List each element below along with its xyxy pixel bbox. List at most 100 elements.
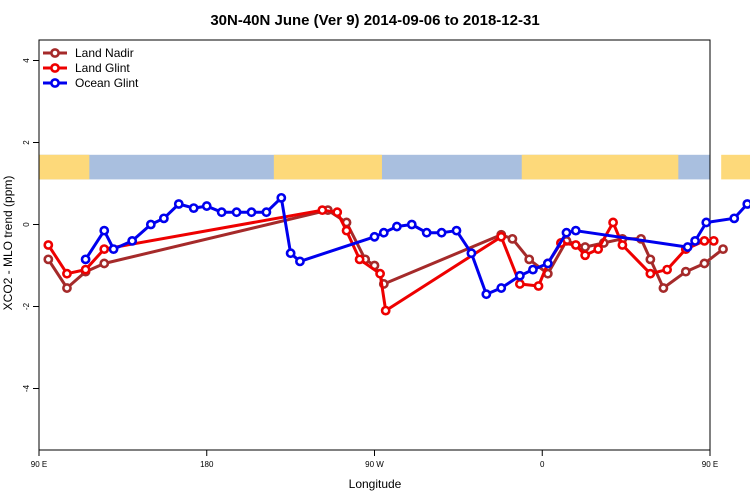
data-point-land-glint — [62, 268, 72, 279]
y-tick-label: 2 — [22, 140, 31, 145]
y-tick-label: -4 — [22, 384, 31, 392]
data-point-land-glint — [332, 207, 343, 218]
data-point-ocean-glint — [108, 244, 119, 254]
data-point-land-glint — [380, 305, 391, 316]
data-point-ocean-glint — [145, 219, 156, 230]
data-point-ocean-glint — [285, 248, 296, 259]
data-point-ocean-glint — [295, 256, 305, 267]
data-point-ocean-glint — [481, 289, 492, 300]
data-point-ocean-glint — [701, 217, 712, 228]
data-point-ocean-glint — [369, 231, 380, 242]
x-tick-label: 90 E — [31, 460, 47, 469]
data-point-ocean-glint — [246, 207, 257, 218]
data-point-ocean-glint — [276, 192, 287, 203]
data-point-land-glint — [617, 240, 628, 250]
data-point-ocean-glint — [682, 242, 693, 252]
land-region — [721, 154, 750, 180]
legend-label-land-glint: Land Glint — [75, 61, 130, 75]
chart-title: 30N-40N June (Ver 9) 2014-09-06 to 2018-… — [210, 12, 539, 29]
plot-frame — [38, 39, 711, 451]
data-point-ocean-glint — [690, 235, 700, 246]
x-tick-label: 180 — [200, 460, 214, 469]
data-point-land-glint — [80, 264, 91, 275]
series-layer — [43, 192, 750, 316]
data-point-land-nadir — [580, 242, 591, 252]
data-point-land-glint — [354, 254, 365, 265]
data-point-ocean-glint — [391, 221, 402, 232]
data-point-land-glint — [570, 240, 581, 250]
series-land-glint — [43, 205, 719, 316]
data-point-ocean-glint — [514, 270, 525, 281]
legend-marker-ocean-glint — [50, 78, 60, 88]
data-point-ocean-glint — [496, 283, 507, 293]
data-point-land-glint — [43, 240, 54, 250]
y-tick-label: 0 — [22, 222, 31, 227]
data-point-ocean-glint — [158, 213, 169, 224]
data-point-land-glint — [514, 279, 525, 289]
legend-marker-land-glint — [50, 63, 60, 73]
data-point-ocean-glint — [173, 199, 184, 209]
data-point-ocean-glint — [127, 235, 138, 246]
data-point-land-glint — [99, 244, 110, 254]
data-point-land-glint — [341, 225, 352, 236]
y-tick-label: 4 — [22, 58, 31, 63]
axes: 90 E 180 90 W 0 90 E -4 -2 0 2 4 — [22, 39, 718, 469]
land-region — [521, 154, 679, 180]
y-tick-label: -2 — [22, 302, 31, 310]
legend-label-land-nadir: Land Nadir — [75, 46, 134, 60]
y-axis-title: XCO2 - MLO trend (ppm) — [1, 176, 15, 311]
data-point-land-glint — [608, 217, 618, 228]
data-point-land-glint — [375, 268, 385, 279]
data-point-land-glint — [699, 235, 710, 246]
data-point-land-nadir — [43, 254, 54, 265]
data-point-land-glint — [708, 235, 719, 246]
data-point-ocean-glint — [436, 227, 447, 238]
series-ocean-glint — [80, 192, 750, 300]
data-point-land-nadir — [645, 254, 656, 265]
data-point-ocean-glint — [542, 258, 553, 269]
series-line-ocean-glint — [84, 196, 750, 296]
data-point-ocean-glint — [80, 254, 91, 265]
data-point-ocean-glint — [729, 213, 740, 224]
x-tick-label: 90 E — [702, 460, 718, 469]
data-point-ocean-glint — [742, 199, 750, 209]
data-point-ocean-glint — [421, 227, 432, 238]
data-point-ocean-glint — [216, 207, 227, 218]
data-point-ocean-glint — [570, 225, 581, 236]
data-point-land-nadir — [680, 266, 691, 277]
data-point-land-glint — [662, 264, 673, 275]
data-point-land-glint — [580, 250, 591, 261]
data-point-ocean-glint — [466, 248, 477, 259]
data-point-ocean-glint — [528, 264, 538, 275]
data-point-ocean-glint — [261, 207, 272, 218]
data-point-ocean-glint — [188, 203, 199, 213]
data-point-land-nadir — [524, 254, 535, 265]
data-point-land-glint — [593, 244, 604, 254]
data-point-land-glint — [645, 268, 656, 279]
x-tick-label: 0 — [540, 460, 545, 469]
data-point-land-nadir — [507, 233, 518, 244]
x-axis-title: Longitude — [349, 477, 402, 491]
land-region — [273, 154, 382, 180]
data-point-land-glint — [533, 281, 544, 291]
background-map-strip — [39, 154, 750, 180]
data-point-land-nadir — [658, 283, 669, 293]
data-point-ocean-glint — [231, 207, 242, 218]
data-point-land-glint — [496, 231, 507, 242]
data-point-land-glint — [317, 205, 328, 216]
legend-marker-land-nadir — [50, 48, 60, 58]
data-point-ocean-glint — [99, 225, 110, 236]
x-tick-label: 90 W — [365, 460, 384, 469]
land-region — [39, 154, 90, 180]
data-point-ocean-glint — [378, 227, 389, 238]
data-point-land-nadir — [699, 258, 710, 269]
legend-label-ocean-glint: Ocean Glint — [75, 76, 139, 90]
data-point-ocean-glint — [561, 227, 572, 238]
data-point-land-nadir — [62, 283, 72, 293]
data-point-ocean-glint — [406, 219, 417, 230]
data-point-ocean-glint — [451, 225, 462, 236]
data-point-land-nadir — [718, 244, 728, 254]
data-point-land-nadir — [99, 258, 110, 269]
